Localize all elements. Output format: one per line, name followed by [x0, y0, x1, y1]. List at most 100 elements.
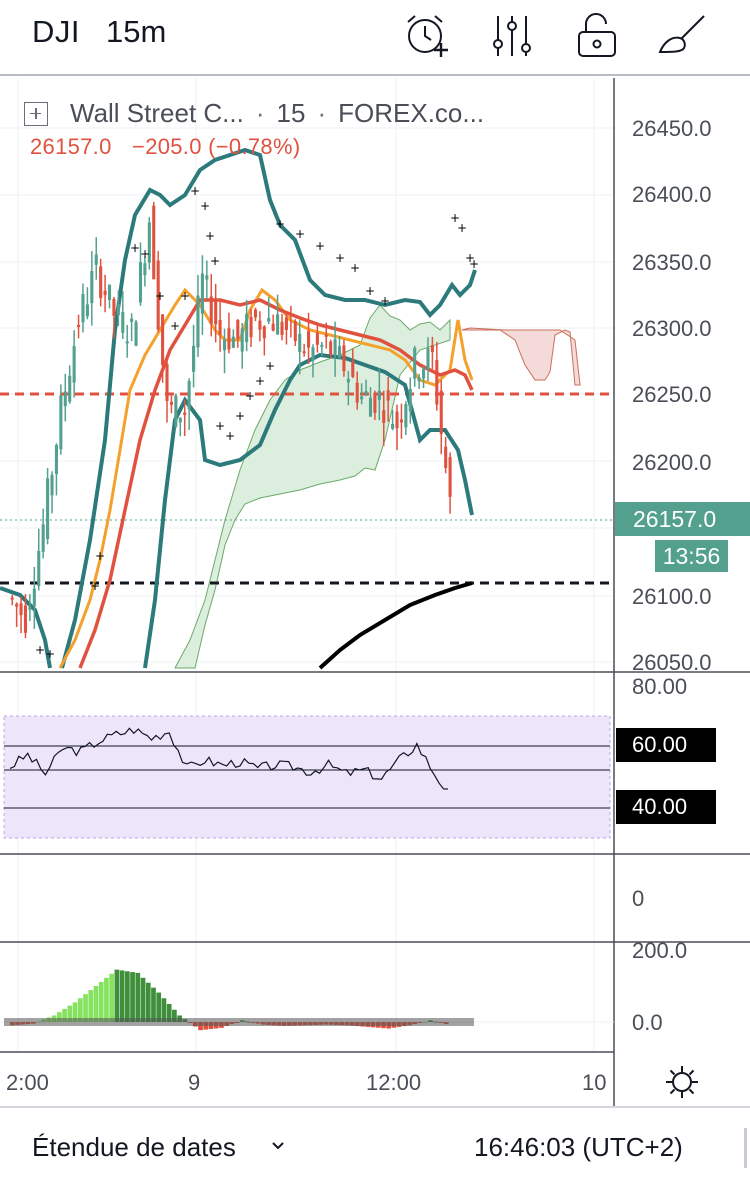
- time-axis-label: 12:00: [366, 1070, 422, 1095]
- legend-separator: ·: [317, 98, 327, 128]
- psar-dot: +: [155, 289, 165, 303]
- macd-bar: [77, 998, 83, 1022]
- psar-dot: +: [90, 579, 100, 593]
- macd-bar: [83, 994, 88, 1022]
- candle-body: [68, 375, 72, 402]
- bottom-bar: Étendue de dates 16:46:03 (UTC+2): [0, 1106, 750, 1184]
- indicators-sliders-icon[interactable]: [484, 8, 540, 64]
- psar-dot: +: [210, 254, 220, 268]
- candle-body: [404, 403, 408, 428]
- legend-name: Wall Street C...: [70, 98, 244, 128]
- legend-source: FOREX.co...: [338, 98, 485, 128]
- time-axis-label: 9: [188, 1070, 201, 1095]
- candle-body: [107, 284, 112, 301]
- candle-body: [386, 390, 390, 401]
- candle-body: [271, 323, 275, 331]
- candle-body: [28, 607, 32, 610]
- price-axis-label: 26450.0: [632, 116, 712, 141]
- candle-body: [408, 389, 412, 412]
- candles: [10, 201, 452, 639]
- series-legend[interactable]: Wall Street C... · 15 · FOREX.co...: [24, 98, 484, 129]
- macd-bar: [109, 973, 115, 1022]
- macd-bar: [93, 986, 99, 1022]
- macd-signal-strip: [4, 1018, 474, 1026]
- chart-area[interactable]: + + + + + + + + + + + + + + + + + + + + + + + + + + + + + + Wall Stre…: [0, 78, 750, 1106]
- drawing-brush-icon[interactable]: [654, 8, 710, 64]
- price-axis-label: 26100.0: [632, 584, 712, 609]
- candle-body: [178, 417, 182, 423]
- candle-body: [99, 266, 103, 299]
- chart-grid: [0, 78, 614, 1052]
- candle-body: [245, 313, 249, 343]
- candle-body: [77, 324, 81, 327]
- candle-body: [253, 309, 258, 318]
- rsi-line: [9, 727, 448, 790]
- candle-body: [342, 345, 346, 372]
- date-range-button[interactable]: Étendue de dates: [32, 1132, 236, 1162]
- candle-body: [90, 271, 94, 304]
- macd-bar: [130, 972, 135, 1022]
- candle-body: [382, 410, 386, 423]
- price-axis-label: 26050.0: [632, 650, 712, 675]
- candle-body: [218, 319, 222, 336]
- candle-body: [209, 296, 213, 324]
- macd-bar: [156, 992, 162, 1022]
- candle-body: [138, 262, 143, 303]
- psar-dot: +: [465, 251, 475, 265]
- symbol-label[interactable]: DJI: [32, 14, 80, 49]
- price-chart[interactable]: + ++++ +++++++++++++++++++++++++: [0, 78, 750, 1106]
- chevron-down-icon[interactable]: [270, 1138, 286, 1154]
- macd-bar: [135, 972, 141, 1022]
- candle-body: [19, 603, 23, 616]
- timeframe-label[interactable]: 15m: [106, 14, 167, 49]
- candle-body: [298, 333, 302, 352]
- bollinger-upper: [60, 147, 477, 669]
- top-toolbar: DJI 15m: [0, 0, 750, 76]
- candle-body: [121, 311, 125, 333]
- candle-body: [307, 331, 311, 348]
- macd-axis-label: 200.0: [632, 938, 688, 963]
- legend-last-price: 26157.0: [30, 134, 112, 159]
- candle-body: [81, 294, 85, 323]
- candle-body: [377, 390, 381, 400]
- psar-dot: +: [380, 294, 390, 308]
- psar-dot: +: [315, 239, 325, 253]
- psar-dot: +: [225, 429, 235, 443]
- candle-body: [320, 344, 324, 347]
- candle-body: [280, 321, 284, 335]
- psar-dot: +: [45, 647, 55, 661]
- candle-body: [311, 347, 315, 361]
- expand-legend-icon[interactable]: [24, 101, 48, 126]
- psar-dot: +: [35, 643, 45, 657]
- rsi-band: [3, 715, 611, 839]
- macd-bar: [62, 1008, 67, 1022]
- macd-bar: [151, 987, 156, 1022]
- psar-dot: +: [255, 374, 265, 388]
- macd-bar: [145, 982, 151, 1022]
- candle-body: [59, 395, 63, 450]
- macd-bar: [161, 998, 167, 1022]
- candle-body: [23, 605, 28, 633]
- timezone-clock[interactable]: 16:46:03 (UTC+2): [474, 1132, 683, 1162]
- candle-body: [37, 550, 41, 586]
- scroll-edge-indicator: [744, 1128, 747, 1168]
- macd-bar: [57, 1012, 62, 1022]
- lock-icon[interactable]: [570, 8, 626, 64]
- candle-body: [103, 290, 107, 296]
- candle-body: [302, 351, 306, 354]
- candle-body: [32, 588, 36, 607]
- psar-dot: +: [95, 549, 105, 563]
- candle-body: [417, 377, 421, 382]
- price-axis-label: 26200.0: [632, 450, 712, 475]
- legend-separator: ·: [255, 98, 265, 128]
- rsi-level-tag: 60.00: [616, 728, 716, 762]
- chart-settings-gear-icon[interactable]: [664, 1064, 700, 1100]
- psar-dot: +: [335, 251, 345, 265]
- candle-body: [183, 412, 187, 415]
- candle-body: [54, 445, 58, 474]
- candle-body: [143, 263, 147, 276]
- macd-axis-label: 0.0: [632, 1010, 663, 1035]
- alarm-add-icon[interactable]: [398, 8, 454, 64]
- candle-body: [147, 222, 151, 263]
- legend-ohlc: 26157.0 −205.0 (−0.78%): [30, 134, 300, 160]
